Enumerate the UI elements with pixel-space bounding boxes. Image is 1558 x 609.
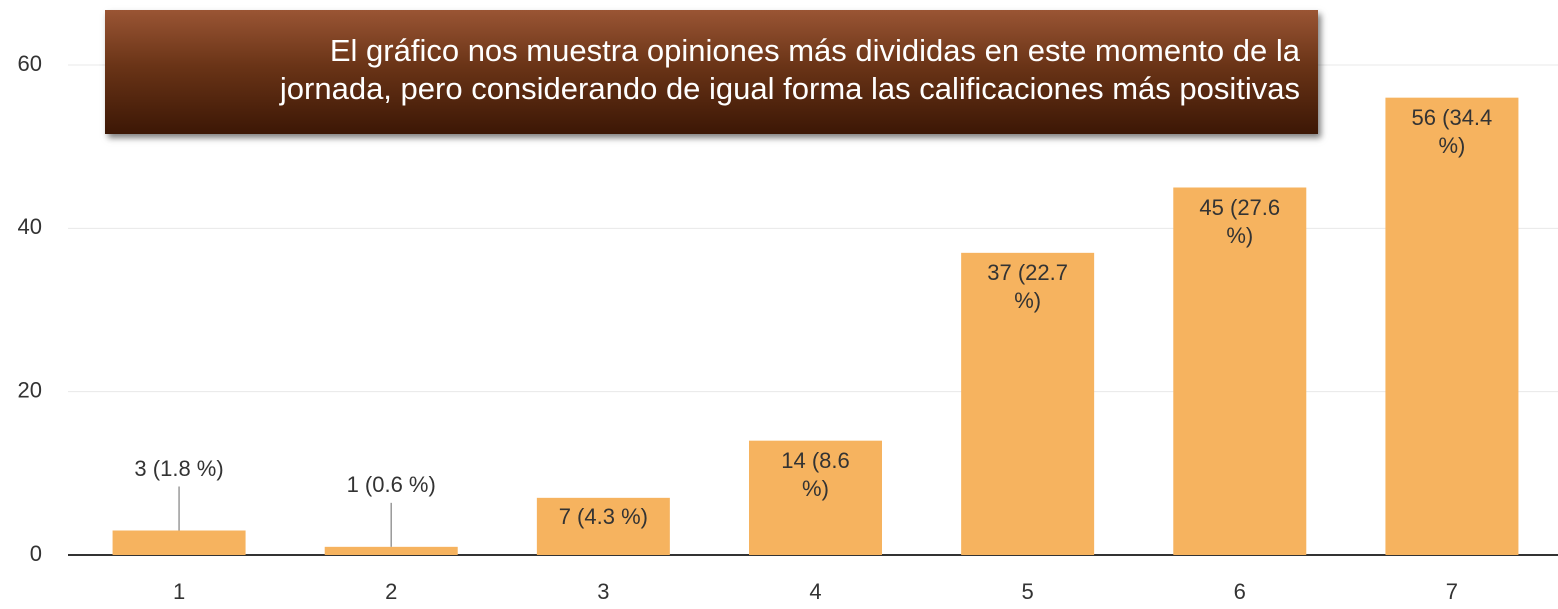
value-label: 56 (34.4 %) <box>1411 104 1493 158</box>
bar <box>1385 97 1519 556</box>
y-tick-label: 20 <box>18 377 42 402</box>
bar <box>749 440 882 555</box>
bar <box>961 252 1095 556</box>
bar <box>112 530 246 555</box>
bar <box>324 546 458 555</box>
annotation-line: El gráfico nos muestra opiniones más div… <box>329 33 1300 68</box>
x-tick-label: 1 <box>173 579 185 604</box>
x-tick-label: 4 <box>809 579 821 604</box>
value-label: 37 (22.7 %) <box>987 259 1068 313</box>
value-label: 3 (1.8 %) <box>134 455 224 481</box>
value-label: 45 (27.6 %) <box>1199 194 1281 248</box>
y-tick-label: 40 <box>18 214 42 239</box>
x-tick-label: 5 <box>1022 579 1034 604</box>
y-tick-label: 0 <box>30 541 42 566</box>
bar <box>1173 187 1307 555</box>
annotation-box: El gráfico nos muestra opiniones más div… <box>105 10 1318 134</box>
x-tick-label: 2 <box>385 579 397 604</box>
value-label: 1 (0.6 %) <box>346 471 436 497</box>
annotation-line: jornada, pero considerando de igual form… <box>279 71 1300 106</box>
y-tick-label: 60 <box>18 51 42 76</box>
value-label: 7 (4.3 %) <box>558 503 648 529</box>
bar <box>536 497 670 555</box>
x-tick-label: 3 <box>597 579 609 604</box>
x-tick-label: 6 <box>1234 579 1246 604</box>
value-label: 14 (8.6 %) <box>781 447 850 501</box>
x-tick-label: 7 <box>1446 579 1458 604</box>
